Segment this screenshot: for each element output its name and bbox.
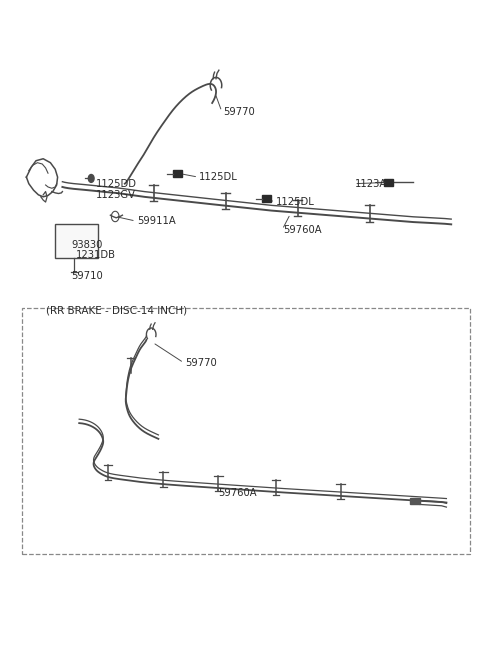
- Text: 1231DB: 1231DB: [76, 250, 116, 260]
- Text: 59760A: 59760A: [283, 224, 322, 235]
- Bar: [410, 498, 420, 504]
- Text: 1123GV: 1123GV: [96, 190, 136, 200]
- Text: 1125DD: 1125DD: [96, 178, 137, 189]
- Text: 59911A: 59911A: [137, 216, 176, 226]
- Bar: [55, 224, 98, 258]
- Text: 1125DL: 1125DL: [199, 172, 238, 182]
- Bar: [22, 308, 470, 554]
- Text: (RR BRAKE - DISC-14 INCH): (RR BRAKE - DISC-14 INCH): [46, 305, 187, 316]
- Text: 59770: 59770: [185, 358, 216, 368]
- Text: 1125DL: 1125DL: [276, 197, 315, 207]
- Circle shape: [88, 174, 94, 182]
- Text: 59710: 59710: [71, 270, 103, 281]
- Text: 59770: 59770: [223, 106, 255, 117]
- Text: 1123AP: 1123AP: [355, 178, 394, 189]
- Bar: [173, 171, 182, 177]
- Text: 93830: 93830: [71, 239, 102, 250]
- Bar: [384, 179, 393, 186]
- Text: 59760A: 59760A: [218, 488, 257, 499]
- Bar: [262, 195, 271, 202]
